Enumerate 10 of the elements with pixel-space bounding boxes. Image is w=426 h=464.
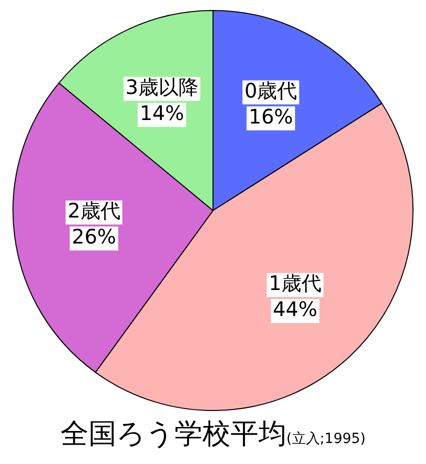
data-label: 44% bbox=[272, 297, 318, 322]
text: 全国ろう学校平均 bbox=[60, 417, 286, 450]
slice-label: 0歳代 bbox=[244, 78, 298, 103]
slice-label: 3歳以降 bbox=[126, 75, 198, 100]
data-label: 16% bbox=[248, 104, 294, 129]
data-label: 14% bbox=[140, 101, 184, 126]
slice-label: 2歳代 bbox=[68, 198, 120, 223]
data-label: 26% bbox=[72, 224, 116, 249]
slice-label: 1歳代 bbox=[268, 271, 322, 296]
text: (立入;1995) bbox=[286, 431, 366, 447]
